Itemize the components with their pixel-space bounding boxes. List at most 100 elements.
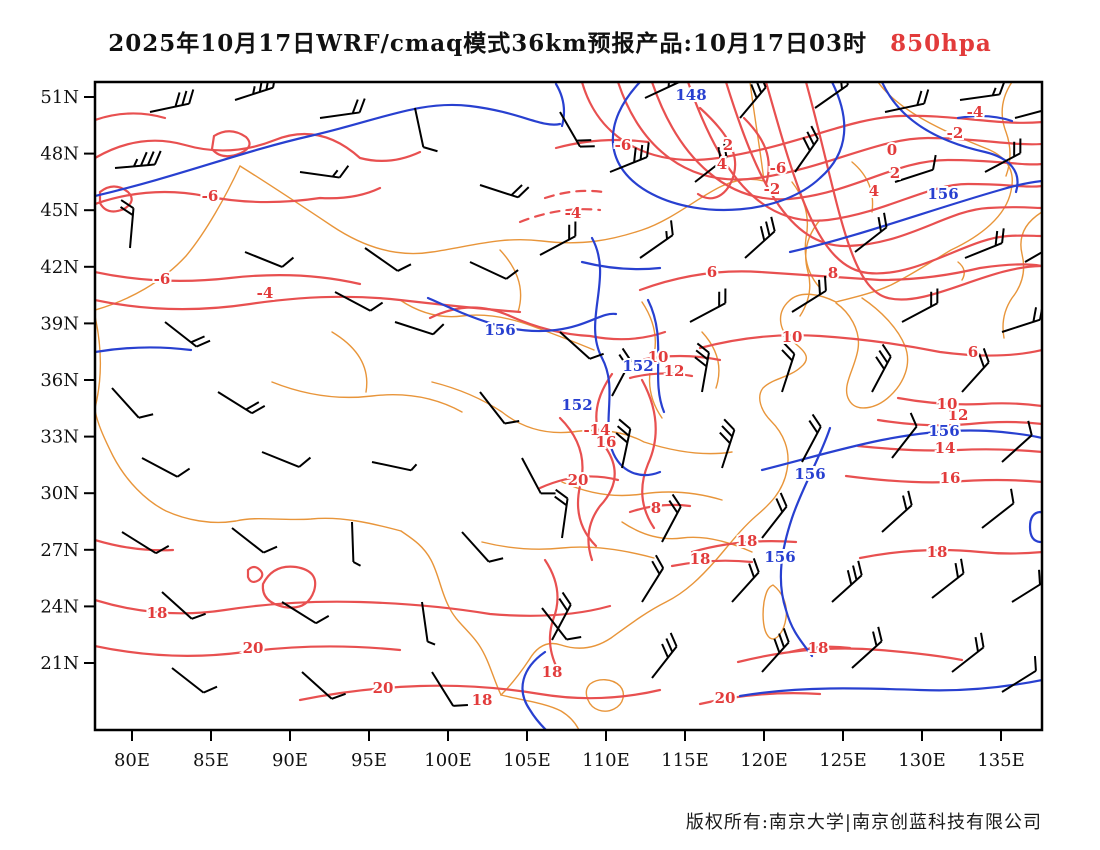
contour-label: 2 xyxy=(723,136,733,154)
wind-barb xyxy=(1001,420,1033,463)
contour-label: 152 xyxy=(561,396,592,414)
wind-barb xyxy=(744,216,776,259)
temperature-contours xyxy=(96,83,1041,706)
lon-tick-label: 105E xyxy=(503,750,551,771)
axis-ticks-and-labels: 80E 85E 90E 95E 100E 105E 110E 115E 120E 125E 130E… xyxy=(40,87,1024,771)
wind-barb xyxy=(334,291,384,312)
wind-barb xyxy=(521,457,556,495)
lat-tick-label: 30N xyxy=(40,483,79,504)
wind-barb xyxy=(351,521,361,567)
contour-label: 18 xyxy=(737,532,758,550)
wind-barb xyxy=(781,342,796,393)
contour-label: 12 xyxy=(948,406,969,424)
contour-label: 2 xyxy=(890,164,900,182)
contour-label: 16 xyxy=(596,433,617,451)
wind-barb xyxy=(694,142,728,183)
lon-tick-label: 95E xyxy=(351,750,387,771)
wind-barb xyxy=(541,607,582,641)
wind-barb xyxy=(854,212,888,253)
contour-label: -6 xyxy=(615,136,632,154)
lat-tick-label: 48N xyxy=(40,144,79,165)
wind-barb xyxy=(161,591,206,620)
wind-barb xyxy=(831,560,863,603)
wind-barb xyxy=(217,391,266,415)
wind-barb xyxy=(891,412,918,459)
wind-barb xyxy=(689,288,727,323)
contour-label: 4 xyxy=(869,182,879,200)
wind-barb xyxy=(479,391,520,425)
contour-label: -6 xyxy=(202,187,219,205)
wind-barb xyxy=(641,554,665,603)
lat-tick-label: 21N xyxy=(40,653,79,674)
title-text: 2025年10月17日WRF/cmaq模式36km预报产品:10月17日03时 xyxy=(108,30,868,57)
contour-label: 156 xyxy=(927,185,958,203)
wind-barb xyxy=(719,418,736,469)
lon-tick-label: 115E xyxy=(661,750,709,771)
wind-barb xyxy=(661,493,682,543)
lat-tick-label: 33N xyxy=(40,427,79,448)
wind-barb xyxy=(639,220,674,259)
wind-barb xyxy=(244,251,295,268)
title-pressure-level: 850hpa xyxy=(890,30,992,57)
wind-barb xyxy=(801,413,822,463)
contour-label: 148 xyxy=(675,86,706,104)
contour-label: 20 xyxy=(715,689,736,707)
contour-label: 8 xyxy=(828,264,838,282)
wind-barb xyxy=(121,531,170,555)
wind-barb xyxy=(894,154,937,183)
contour-label: -6 xyxy=(770,159,787,177)
wind-barb xyxy=(951,632,985,673)
wind-barb xyxy=(1001,656,1037,693)
wind-barb xyxy=(1024,227,1041,263)
wind-barb xyxy=(551,591,572,641)
contour-label: 10 xyxy=(782,328,803,346)
contour-label: 20 xyxy=(373,679,394,697)
lat-tick-label: 42N xyxy=(40,257,79,278)
wind-barb xyxy=(164,321,211,348)
wind-barb xyxy=(479,184,530,199)
wind-barb xyxy=(984,138,1022,173)
wind-barb xyxy=(651,632,678,679)
wind-barb xyxy=(901,288,939,323)
lon-tick-label: 125E xyxy=(819,750,867,771)
contour-label: 18 xyxy=(542,663,563,681)
wind-barb xyxy=(559,331,604,360)
contour-label: -6 xyxy=(154,270,171,288)
lat-tick-label: 39N xyxy=(40,313,79,334)
lon-tick-label: 135E xyxy=(977,750,1025,771)
wind-barb xyxy=(414,107,438,153)
wind-barb xyxy=(871,343,892,393)
wind-barb xyxy=(421,601,436,646)
wind-barb xyxy=(644,83,684,99)
wind-barb xyxy=(469,261,519,280)
wind-barb xyxy=(299,165,350,179)
contour-label: 156 xyxy=(484,321,515,339)
wind-barbs xyxy=(111,83,1041,707)
wind-barb xyxy=(615,418,632,469)
lon-tick-label: 120E xyxy=(740,750,788,771)
wind-barb xyxy=(794,125,819,173)
wind-barb xyxy=(364,247,412,272)
wind-barb xyxy=(739,83,767,119)
wind-barb xyxy=(261,451,312,468)
wind-barb xyxy=(371,461,418,472)
wind-barb xyxy=(1011,566,1041,603)
wind-barb xyxy=(114,150,162,169)
page-title: 2025年10月17日WRF/cmaq模式36km预报产品:10月17日03时 … xyxy=(0,24,1100,58)
lat-tick-label: 51N xyxy=(40,87,79,108)
wind-barb xyxy=(461,531,504,563)
lat-tick-label: 36N xyxy=(40,370,79,391)
contour-label: 14 xyxy=(935,439,956,457)
contour-label: -4 xyxy=(565,204,582,222)
contour-label: -2 xyxy=(764,180,781,198)
contour-label: 4 xyxy=(717,155,727,173)
contour-label: 18 xyxy=(690,550,711,568)
wind-barb xyxy=(609,142,650,173)
contour-label: 10 xyxy=(937,395,958,413)
wind-barb xyxy=(234,83,277,101)
contour-label: -4 xyxy=(967,103,984,121)
contour-label: 18 xyxy=(472,691,493,709)
contour-label: 10 xyxy=(648,348,669,366)
contour-label: 12 xyxy=(664,362,685,380)
